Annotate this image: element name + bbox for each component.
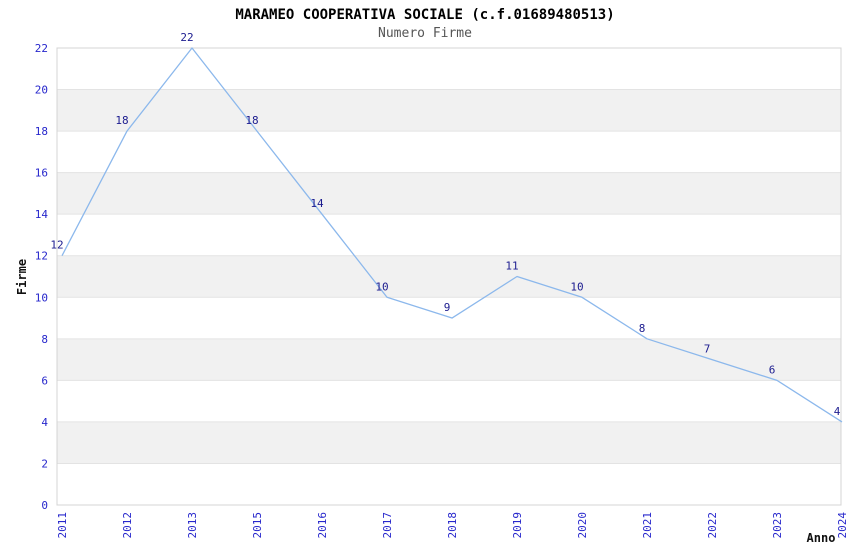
x-tick-label: 2023 bbox=[771, 512, 784, 539]
x-tick-label: 2022 bbox=[706, 512, 719, 539]
x-tick-label: 2018 bbox=[446, 512, 459, 539]
data-point-label: 6 bbox=[769, 363, 776, 376]
x-tick-label: 2013 bbox=[186, 512, 199, 539]
chart-subtitle: Numero Firme bbox=[378, 26, 472, 41]
data-point-label: 12 bbox=[50, 239, 63, 252]
y-tick-label: 8 bbox=[41, 333, 48, 346]
data-point-label: 18 bbox=[115, 114, 128, 127]
y-tick-label: 10 bbox=[35, 291, 48, 304]
plot-border bbox=[56, 47, 842, 506]
y-tick-label: 6 bbox=[41, 374, 48, 387]
plot-band bbox=[57, 421, 841, 464]
data-point-label: 14 bbox=[310, 197, 324, 210]
x-tick-label: 2012 bbox=[121, 512, 134, 539]
plot-band bbox=[57, 172, 841, 215]
y-tick-label: 16 bbox=[35, 167, 48, 180]
plot-band bbox=[57, 89, 841, 132]
y-axis-label: Firme bbox=[15, 259, 29, 295]
x-tick-label: 2016 bbox=[316, 512, 329, 539]
data-point-label: 11 bbox=[505, 260, 518, 273]
x-tick-label: 2019 bbox=[511, 512, 524, 539]
x-tick-label: 2017 bbox=[381, 512, 394, 539]
chart-title: MARAMEO COOPERATIVA SOCIALE (c.f.0168948… bbox=[235, 7, 615, 23]
data-point-label: 7 bbox=[704, 343, 711, 356]
x-tick-label: 2024 bbox=[836, 512, 849, 539]
data-point-label: 10 bbox=[375, 280, 388, 293]
data-point-label: 10 bbox=[570, 280, 583, 293]
data-point-label: 9 bbox=[444, 301, 451, 314]
y-tick-label: 12 bbox=[35, 250, 48, 263]
y-tick-label: 20 bbox=[35, 84, 48, 97]
data-point-label: 8 bbox=[639, 322, 646, 335]
y-tick-label: 4 bbox=[41, 416, 48, 429]
y-tick-label: 2 bbox=[41, 457, 48, 470]
data-point-label: 22 bbox=[180, 31, 193, 44]
series-line bbox=[61, 47, 843, 423]
data-point-label: 18 bbox=[245, 114, 258, 127]
y-tick-label: 22 bbox=[35, 42, 48, 55]
x-tick-label: 2011 bbox=[56, 512, 69, 539]
plot-band bbox=[57, 255, 841, 298]
y-tick-label: 14 bbox=[35, 208, 49, 221]
x-axis-label: Anno bbox=[807, 531, 836, 545]
y-tick-label: 18 bbox=[35, 125, 48, 138]
x-tick-label: 2020 bbox=[576, 512, 589, 539]
x-tick-label: 2021 bbox=[641, 512, 654, 539]
data-point-label: 4 bbox=[834, 405, 841, 418]
plot-band bbox=[57, 338, 841, 381]
y-tick-label: 0 bbox=[41, 499, 48, 512]
x-tick-label: 2015 bbox=[251, 512, 264, 539]
